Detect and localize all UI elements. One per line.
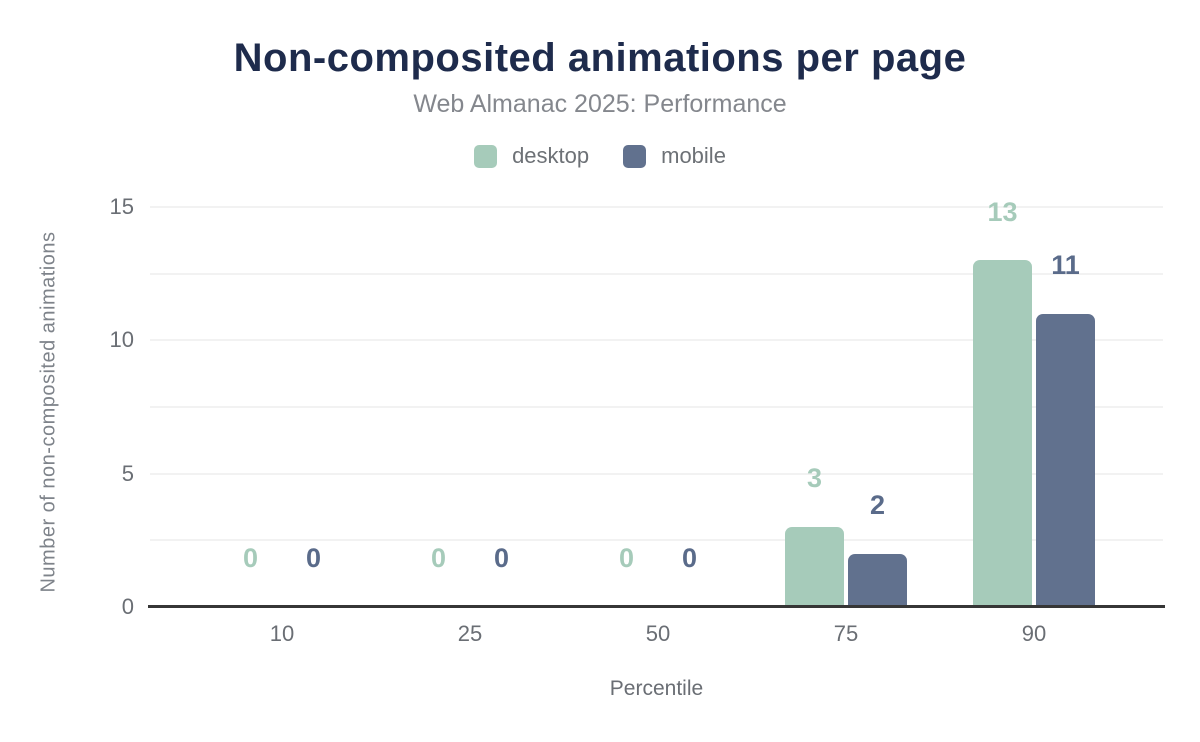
desktop-legend-label: desktop [512,143,590,168]
y-tick-label: 0 [121,594,134,619]
x-tick-label: 50 [645,621,671,646]
mobile-value-label: 11 [1051,249,1080,280]
desktop-bar-column: 0 [409,544,468,607]
y-tick-label: 15 [109,194,134,219]
y-tick-label: 10 [109,327,134,353]
x-tick-label: 90 [1021,621,1047,646]
gridline [150,406,1163,408]
legend: desktop mobile [0,143,1200,169]
mobile-value-label: 0 [493,543,510,574]
gridline [150,272,1163,275]
desktop-bar-column: 0 [597,544,656,607]
chart-title: Non-composited animations per page [233,36,967,80]
mobile-bar [1036,313,1095,607]
plot-area: 0 5 10 15 0 0 0 0 0 0 3 2 13 11 10 25 50 75 90 Percentil… [110,195,1165,700]
desktop-bar-column: 3 [785,464,844,607]
mobile-bar-column: 2 [848,489,907,607]
mobile-value-label: 0 [681,543,698,574]
y-axis-title: Number of non-composited animations [37,231,60,593]
desktop-bar [785,527,844,607]
x-tick-label: 25 [457,621,483,646]
bar-group-p90: 13 11 [971,196,1097,607]
chart-subtitle: Web Almanac 2025: Performance [413,90,787,118]
desktop-value-label: 3 [806,463,823,494]
desktop-bar [973,260,1032,607]
desktop-bar-column: 13 [973,196,1032,607]
desktop-value-label: 0 [618,543,635,574]
desktop-value-label: 0 [242,543,259,574]
mobile-legend-label: mobile [661,143,726,168]
x-tick-label: 10 [269,621,295,646]
desktop-bar-column: 0 [221,544,280,607]
legend-item-desktop: desktop [474,143,589,169]
mobile-value-label: 0 [305,543,322,574]
y-tick-label: 5 [121,460,134,486]
mobile-bar [848,553,907,607]
x-axis-title: Percentile [609,677,704,700]
desktop-value-label: 13 [987,196,1018,227]
legend-item-mobile: mobile [623,143,726,169]
mobile-bar-column: 0 [284,544,343,607]
mobile-bar-column: 11 [1036,249,1095,607]
mobile-bar-column: 0 [472,544,531,607]
desktop-series-swatch [474,144,498,168]
mobile-value-label: 2 [869,489,886,520]
x-tick-label: 75 [833,621,859,646]
gridline [150,472,1163,475]
mobile-series-swatch [623,144,647,168]
mobile-bar-column: 0 [660,544,719,607]
gridline [150,339,1163,342]
desktop-value-label: 0 [430,543,447,574]
x-axis-line [148,605,1165,608]
gridline [150,206,1163,208]
gridline [150,539,1163,542]
